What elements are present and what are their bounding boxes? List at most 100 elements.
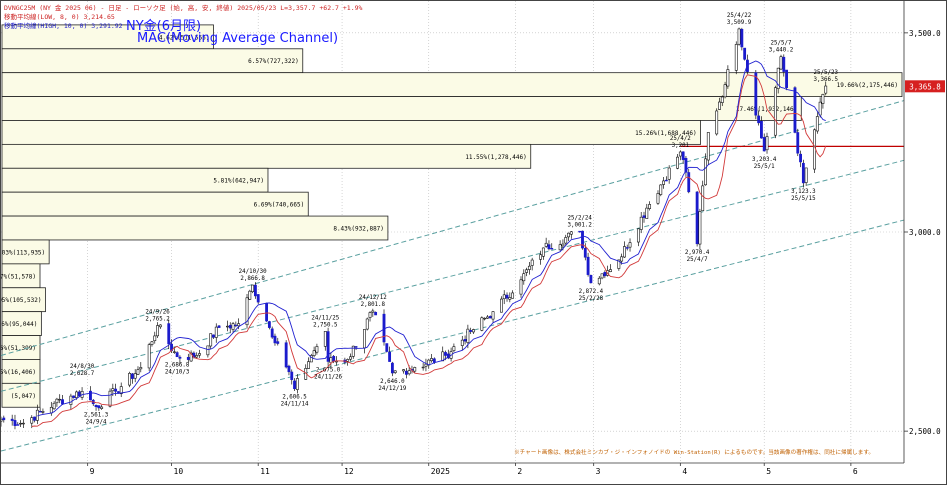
candle-body — [10, 418, 14, 421]
trend-channel-line — [1, 219, 905, 452]
candle-body — [363, 329, 366, 349]
candle-body — [58, 398, 62, 401]
candle-body — [323, 331, 327, 347]
candle-body — [19, 422, 22, 425]
annotation-date: 24/10/30 — [239, 269, 267, 275]
annotation-value: 2,606.5 — [282, 395, 307, 401]
candle-body — [678, 151, 682, 157]
annotation-value: 2,628.7 — [70, 371, 95, 377]
annotation-value: 2,686.8 — [165, 363, 190, 369]
candle-body — [2, 417, 6, 421]
candle-body — [38, 410, 42, 413]
volume-profile-label: 0.15%(16,406) — [1, 369, 36, 376]
candle-body — [349, 356, 352, 360]
candle-body — [701, 185, 705, 212]
candle-body — [119, 386, 123, 395]
candle-body — [136, 369, 140, 375]
candle-body — [432, 358, 436, 363]
candle-body — [94, 404, 98, 408]
volume-profile-label: 8.43%(932,887) — [333, 226, 384, 233]
candle-body — [617, 259, 621, 269]
candle-body — [687, 172, 691, 193]
candle-body — [189, 352, 193, 362]
volume-profile-label: 6.57%(727,322) — [248, 58, 299, 65]
candle-body — [785, 69, 789, 89]
volume-profile-label: 4.62%(511,555) — [159, 34, 210, 41]
candle-body — [293, 380, 296, 390]
candle-body — [16, 424, 20, 426]
candle-body — [290, 371, 294, 380]
candle-body — [430, 358, 433, 362]
candle-body — [413, 367, 417, 372]
y-axis-tick-label: 3,500.0 — [909, 29, 941, 38]
candle-body — [245, 297, 249, 326]
candle-body — [522, 273, 526, 282]
candle-body — [472, 329, 475, 333]
candle-body — [569, 231, 573, 235]
candle-body — [156, 325, 159, 337]
volume-profile-label: 0.47%(51,578) — [1, 273, 36, 280]
candle-body — [69, 395, 73, 405]
candle-body — [49, 407, 53, 414]
candle-body — [214, 326, 218, 338]
candle-body — [267, 321, 271, 328]
candle-body — [567, 232, 570, 238]
candle-body — [773, 87, 777, 136]
candle-body — [371, 310, 375, 313]
candle-body — [508, 297, 512, 300]
candle-body — [469, 330, 473, 332]
candle-body — [511, 292, 515, 299]
candle-body — [388, 351, 392, 362]
candle-body — [89, 390, 92, 401]
candle-body — [265, 303, 269, 322]
candle-body — [659, 184, 663, 195]
x-axis-tick-label: 9 — [90, 467, 95, 476]
volume-profile-bar — [1, 382, 41, 408]
candle-body — [217, 325, 221, 328]
candle-body — [61, 399, 64, 405]
candle-body — [530, 259, 534, 266]
annotation-date: 25/5/15 — [791, 196, 816, 202]
candle-body — [586, 256, 590, 275]
volume-profile-label: 5.81%(642,947) — [213, 178, 264, 185]
candle-body — [212, 334, 215, 338]
candle-body — [332, 355, 336, 362]
candle-body — [158, 324, 162, 328]
price-tag-bg — [905, 80, 945, 93]
candle-body — [354, 346, 358, 348]
candle-body — [326, 331, 330, 362]
annotation-value: 2,561.3 — [84, 413, 109, 419]
volume-profile-bar — [1, 120, 701, 145]
annotation-date: 25/4/2 — [670, 136, 691, 142]
annotation-value: 3,201 — [672, 143, 690, 149]
candle-body — [130, 373, 134, 379]
x-axis-tick-label: 5 — [766, 467, 771, 476]
candle-body — [147, 344, 151, 369]
candle-body — [603, 272, 607, 277]
x-axis-tick-label: 2 — [517, 467, 522, 476]
candle-body — [460, 339, 464, 346]
volume-profile-label: 17.46%(1,932,146) — [736, 106, 797, 113]
annotation-date: 24/9/4 — [86, 420, 107, 426]
candle-body — [100, 406, 104, 409]
candle-body — [656, 193, 660, 204]
candle-body — [715, 110, 719, 135]
candle-body — [198, 353, 201, 356]
candle-body — [108, 390, 112, 407]
candle-body — [636, 228, 640, 243]
candle-body — [466, 328, 470, 343]
candle-body — [114, 388, 118, 392]
candle-body — [209, 333, 213, 347]
annotation-date: 25/4/7 — [687, 257, 708, 263]
volume-profile-label: 6.69%(740,665) — [254, 202, 305, 209]
candle-body — [578, 230, 582, 233]
candle-body — [33, 416, 36, 421]
candle-body — [723, 84, 727, 98]
candle-body — [684, 157, 688, 173]
volume-profile-label: 0.95%(105,532) — [1, 297, 41, 304]
candle-body — [463, 339, 467, 342]
candle-body — [796, 132, 800, 154]
candle-body — [737, 28, 741, 45]
candle-body — [695, 191, 699, 245]
